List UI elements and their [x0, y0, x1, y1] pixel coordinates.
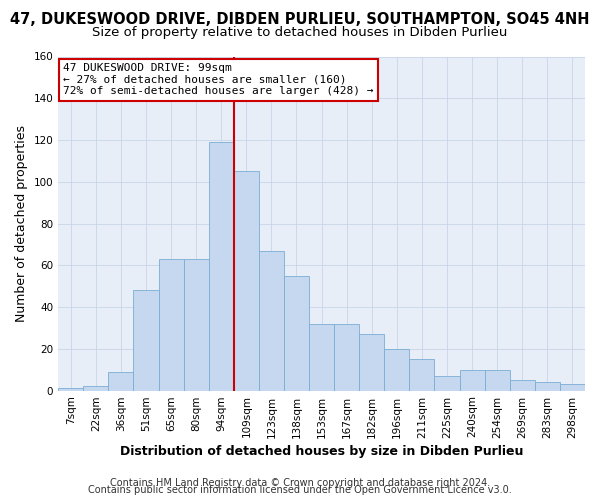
Bar — [158, 259, 184, 390]
Bar — [510, 380, 535, 390]
Text: 47 DUKESWOOD DRIVE: 99sqm
← 27% of detached houses are smaller (160)
72% of semi: 47 DUKESWOOD DRIVE: 99sqm ← 27% of detac… — [64, 63, 374, 96]
Y-axis label: Number of detached properties: Number of detached properties — [15, 125, 28, 322]
Bar — [485, 370, 510, 390]
Bar — [83, 386, 109, 390]
Bar — [409, 360, 434, 390]
Bar — [334, 324, 359, 390]
Bar — [133, 290, 158, 390]
Bar — [460, 370, 485, 390]
Bar — [309, 324, 334, 390]
Text: 47, DUKESWOOD DRIVE, DIBDEN PURLIEU, SOUTHAMPTON, SO45 4NH: 47, DUKESWOOD DRIVE, DIBDEN PURLIEU, SOU… — [10, 12, 590, 28]
Bar — [184, 259, 209, 390]
Text: Contains HM Land Registry data © Crown copyright and database right 2024.: Contains HM Land Registry data © Crown c… — [110, 478, 490, 488]
Text: Size of property relative to detached houses in Dibden Purlieu: Size of property relative to detached ho… — [92, 26, 508, 39]
Bar — [434, 376, 460, 390]
Bar — [58, 388, 83, 390]
Bar — [535, 382, 560, 390]
Bar — [359, 334, 385, 390]
Bar — [209, 142, 234, 390]
Bar — [284, 276, 309, 390]
Bar — [385, 349, 409, 391]
X-axis label: Distribution of detached houses by size in Dibden Purlieu: Distribution of detached houses by size … — [120, 444, 523, 458]
Text: Contains public sector information licensed under the Open Government Licence v3: Contains public sector information licen… — [88, 485, 512, 495]
Bar — [560, 384, 585, 390]
Bar — [259, 250, 284, 390]
Bar — [109, 372, 133, 390]
Bar — [234, 172, 259, 390]
